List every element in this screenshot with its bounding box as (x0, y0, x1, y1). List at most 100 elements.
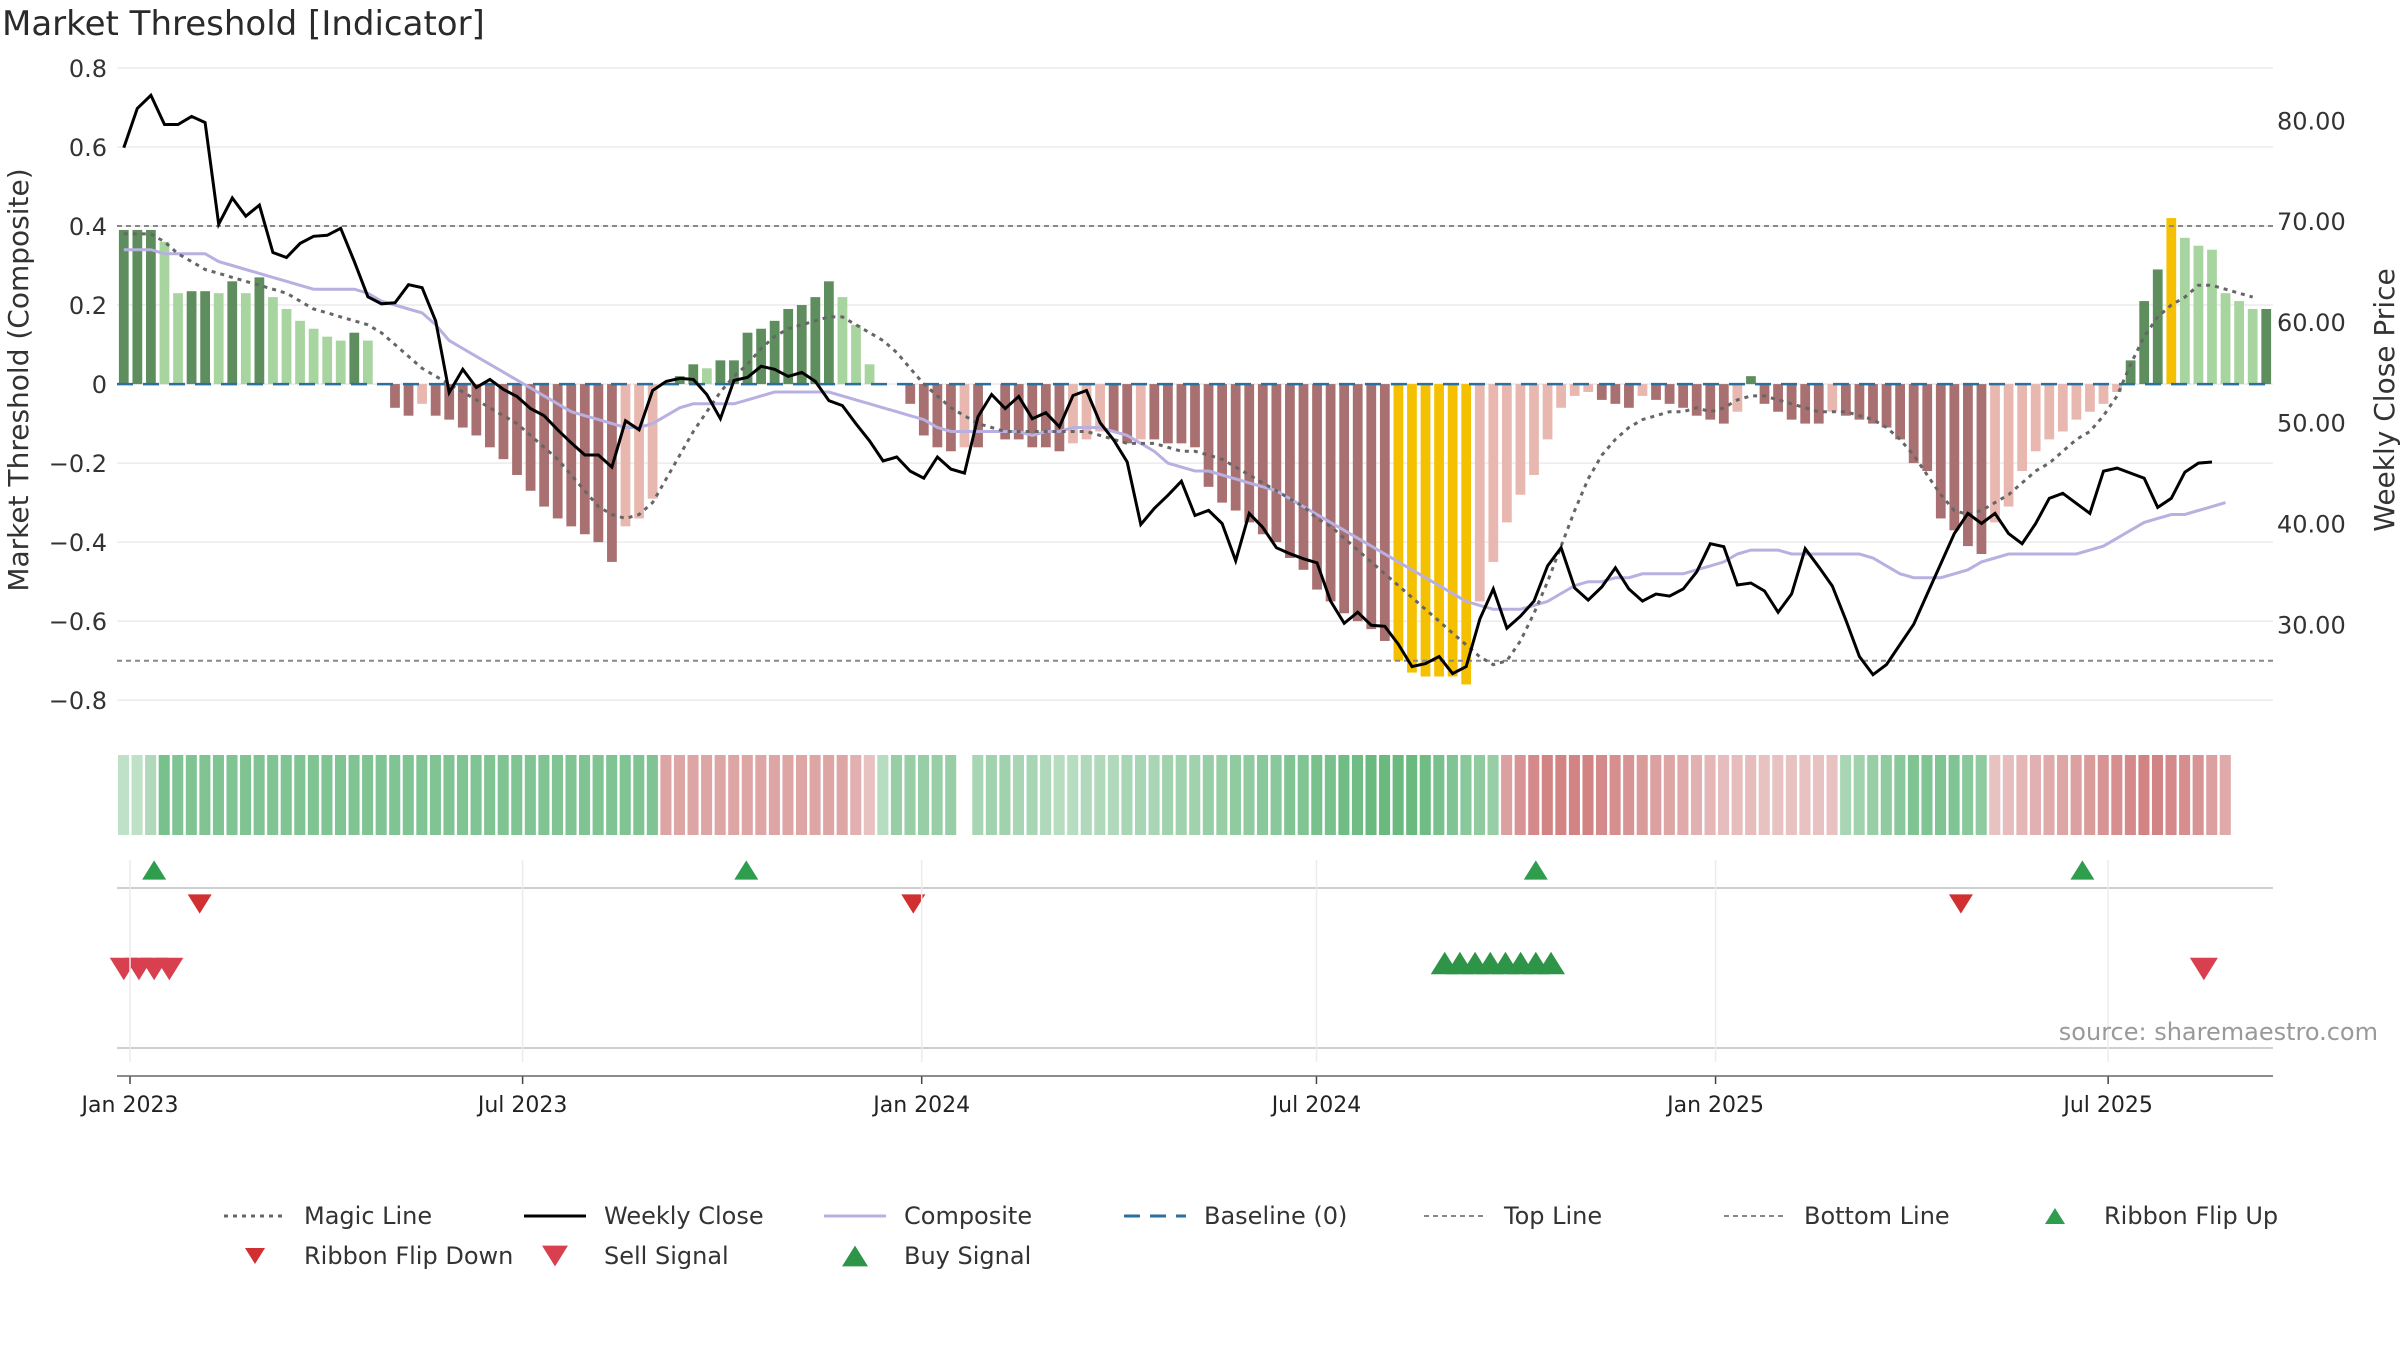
composite-bar (905, 384, 916, 404)
ribbon-cell (280, 755, 292, 835)
ribbon-cell (389, 755, 401, 835)
composite-bar (1664, 384, 1675, 404)
ribbon-cell (1270, 755, 1282, 835)
composite-bar (1610, 384, 1621, 404)
ribbon-cell (362, 755, 374, 835)
legend-item: Composite (820, 1200, 1120, 1232)
y-axis-label-right: Weekly Close Price (2368, 268, 2400, 531)
composite-bar (1786, 384, 1797, 420)
legend-swatch (1720, 1200, 1790, 1232)
legend-marker (2045, 1208, 2065, 1224)
composite-bar (1407, 384, 1417, 673)
ribbon-cell (728, 755, 740, 835)
ribbon-cell (1989, 755, 2001, 835)
ribbon-cell (416, 755, 428, 835)
x-tick-label: Jul 2025 (2061, 1093, 2153, 1118)
composite-bar (1963, 384, 1973, 547)
composite-bar (1285, 384, 1295, 558)
ribbon-cell (1568, 755, 1580, 835)
composite-bar (2125, 360, 2136, 385)
composite-bar (322, 336, 333, 385)
composite-bar (403, 384, 414, 416)
composite-bar (118, 229, 129, 385)
y-tick-left: 0.8 (69, 55, 107, 83)
ribbon-flip-down-marker (901, 894, 926, 914)
legend-item: Ribbon Flip Down (220, 1240, 520, 1272)
composite-bar (566, 384, 577, 527)
composite-bar (1542, 384, 1553, 440)
composite-bar (213, 293, 224, 385)
composite-bar (1854, 384, 1865, 420)
composite-bar (2003, 384, 2014, 507)
ribbon-cell (172, 755, 184, 835)
composite-bar (1732, 384, 1743, 412)
ribbon-cell (1297, 755, 1309, 835)
ribbon-cell (809, 755, 821, 835)
ribbon-cell (1243, 755, 1255, 835)
ribbon-cell (714, 755, 726, 835)
composite-bar (674, 376, 685, 385)
ribbon-cell (511, 755, 523, 835)
composite-bar (688, 364, 699, 385)
ribbon-cell (1555, 755, 1567, 835)
ribbon-cell (1121, 755, 1133, 835)
ribbon-cell (524, 755, 536, 835)
ribbon-cell (1175, 755, 1187, 835)
x-tick-label: Jan 2025 (1665, 1093, 1764, 1118)
ribbon-flip-down-marker (1948, 894, 1973, 914)
ribbon-cell (1853, 755, 1865, 835)
composite-bar (159, 241, 170, 385)
ribbon-cell (985, 755, 997, 835)
ribbon-cell (1528, 755, 1540, 835)
composite-bar (1122, 384, 1133, 444)
ribbon-cell (2219, 755, 2231, 835)
composite-bar (1501, 384, 1512, 523)
legend-item: Buy Signal (820, 1240, 1120, 1272)
composite-bar (1474, 384, 1485, 602)
ribbon-cell (429, 755, 441, 835)
ribbon-cell (2097, 755, 2109, 835)
ribbon-cell (1596, 755, 1608, 835)
ribbon-cell (1446, 755, 1458, 835)
composite-bar (607, 384, 617, 562)
ribbon-cell (1216, 755, 1228, 835)
composite-bar (946, 384, 956, 452)
composite-bar (173, 293, 183, 385)
legend-label: Ribbon Flip Down (304, 1242, 514, 1270)
ribbon-cell (2002, 755, 2014, 835)
composite-bar (1461, 384, 1472, 685)
legend-swatch (220, 1200, 290, 1232)
y-tick-left: −0.8 (49, 687, 107, 715)
ribbon-cell (1880, 755, 1892, 835)
y-tick-right: 60.00 (2277, 309, 2346, 337)
ribbon-cell (1623, 755, 1635, 835)
ribbon-cell (158, 755, 170, 835)
ribbon-cell (2111, 755, 2123, 835)
composite-bar (1813, 384, 1824, 424)
composite-bar (1881, 384, 1892, 428)
ribbon-cell (2016, 755, 2028, 835)
legend-label: Magic Line (304, 1202, 433, 1230)
composite-bar (1488, 384, 1499, 562)
ribbon-cell (1812, 755, 1825, 835)
composite-bar (742, 332, 753, 385)
composite-bar (227, 281, 238, 385)
y-tick-left: 0 (92, 371, 107, 399)
composite-bar (498, 384, 509, 460)
trend-ribbon (118, 755, 2231, 835)
composite-bar (335, 340, 346, 385)
legend-label: Sell Signal (604, 1242, 729, 1270)
composite-bar (932, 384, 943, 448)
ribbon-cell (646, 755, 658, 835)
ribbon-cell (1419, 755, 1431, 835)
ribbon-cell (1040, 755, 1052, 835)
composite-bar (796, 305, 807, 385)
right-axis: 80.00 70.00 60.00 50.00 40.00 30.00 (2277, 107, 2346, 639)
composite-bar (851, 324, 861, 385)
composite-bar (1393, 384, 1404, 661)
ribbon-cell (1026, 755, 1038, 835)
ribbon-cell (1365, 755, 1377, 835)
composite-bar (1420, 384, 1431, 677)
composite-bar (457, 384, 468, 428)
composite-bar (824, 281, 834, 385)
